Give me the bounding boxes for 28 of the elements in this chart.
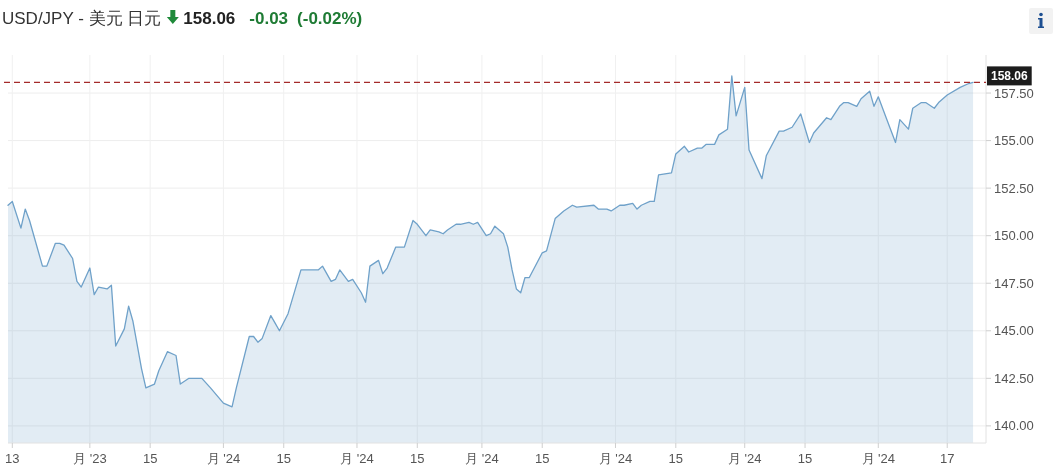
y-tick-label: 145.00: [994, 323, 1034, 339]
y-tick-label: 147.50: [994, 275, 1034, 291]
y-tick-label: 142.50: [994, 370, 1034, 386]
x-tick-label: 月 '24: [598, 451, 633, 466]
x-tick-label: 15: [535, 451, 550, 466]
y-tick-label: 152.50: [994, 180, 1034, 196]
y-tick-label: 140.00: [994, 418, 1034, 434]
x-tick-label: 月 '24: [465, 451, 499, 466]
x-tick-label: 15: [797, 451, 813, 466]
x-tick-label: 月 '24: [727, 451, 762, 466]
y-tick-label: 150.00: [994, 228, 1034, 244]
annotation: (-0.02%): [297, 9, 363, 28]
x-tick-label: 15: [410, 451, 425, 466]
title: USD/JPY - 美元 日元: [2, 9, 162, 28]
x-tick-label: 月 '24: [861, 451, 896, 466]
x-tick-label: 17: [940, 451, 955, 466]
annotation: -0.03: [249, 9, 289, 28]
annotation: 158.06: [183, 9, 236, 28]
x-tick-label: 月 '24: [206, 451, 241, 466]
x-tick-label: 15: [668, 451, 684, 466]
x-tick-label: 15: [142, 451, 158, 466]
x-tick-label: 15: [276, 451, 291, 466]
x-tick-label: 月 '23: [73, 451, 107, 466]
ref-line-label: 158.06: [991, 68, 1028, 83]
x-tick-label: 月 '24: [340, 451, 374, 466]
y-tick-label: 155.00: [994, 133, 1034, 149]
x-tick-label: 13: [5, 451, 20, 466]
y-tick-label: 157.50: [994, 85, 1034, 101]
